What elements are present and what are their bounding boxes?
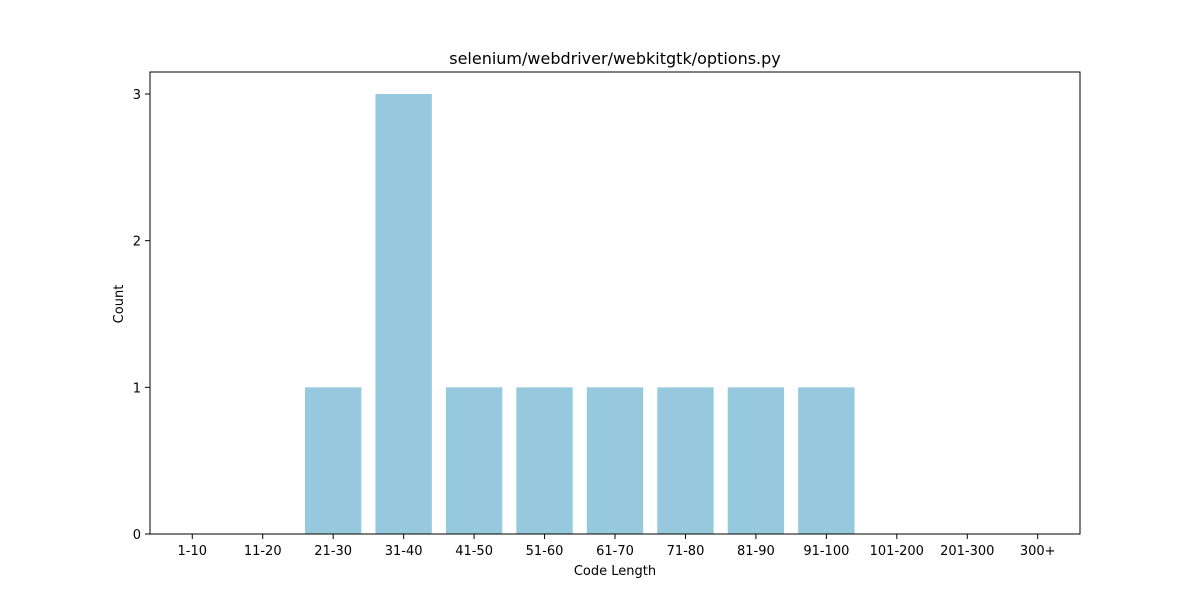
x-tick-label: 101-200 xyxy=(870,544,924,559)
y-axis-title: Count xyxy=(112,285,127,324)
x-tick-label: 81-90 xyxy=(737,544,775,559)
bar-61-70 xyxy=(586,387,644,534)
x-tick-label: 201-300 xyxy=(940,544,994,559)
x-tick-label: 41-50 xyxy=(455,544,493,559)
y-tick-label: 2 xyxy=(133,235,141,250)
bar-91-100 xyxy=(798,387,855,534)
bar-51-60 xyxy=(516,387,573,534)
y-tick-label: 3 xyxy=(133,88,141,103)
x-tick-label: 71-80 xyxy=(667,544,705,559)
axes: 1-10 11-20 21-30 31-40 41-50 51-60 61-70 71-80 8… xyxy=(133,71,1081,559)
x-tick-label: 91-100 xyxy=(803,544,849,559)
y-tick-label: 1 xyxy=(133,381,141,396)
chart-title: selenium/webdriver/webkitgtk/options.py xyxy=(449,49,781,68)
x-tick-label: 61-70 xyxy=(596,544,634,559)
x-tick-label: 51-60 xyxy=(526,544,564,559)
bars xyxy=(305,94,855,534)
x-tick-label: 11-20 xyxy=(244,544,282,559)
bar-31-40 xyxy=(375,94,432,534)
x-tick-label: 1-10 xyxy=(178,544,208,559)
y-tick-label: 0 xyxy=(133,528,141,543)
bar-71-80 xyxy=(657,387,714,534)
x-tick-label: 300+ xyxy=(1020,544,1056,559)
x-tick-label: 21-30 xyxy=(314,544,352,559)
bar-21-30 xyxy=(305,387,362,534)
bar-81-90 xyxy=(727,387,785,534)
x-axis-title: Code Length xyxy=(574,564,656,579)
bar-41-50 xyxy=(445,387,503,534)
x-tick-label: 31-40 xyxy=(385,544,423,559)
